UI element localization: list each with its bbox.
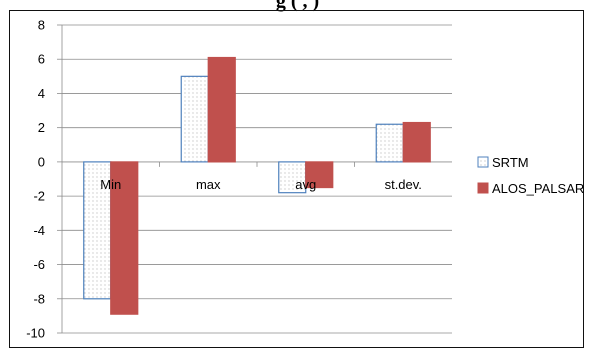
legend-label-alos-palsar: ALOS_PALSAR [492, 181, 584, 196]
srtm-bar-st-dev- [375, 123, 404, 163]
alos-palsar-bar-avg [305, 161, 334, 189]
y-tick-label: -2 [33, 189, 45, 204]
x-category-label: Min [100, 177, 121, 192]
x-axis-labels: Min max avg st.dev. [100, 177, 422, 192]
alos-palsar-bar-min [110, 161, 139, 315]
y-tick-label: 4 [38, 86, 45, 101]
y-tick-label: -4 [33, 223, 45, 238]
legend-label-srtm: SRTM [492, 155, 529, 170]
y-tick-label: 6 [38, 52, 45, 67]
x-category-label: max [196, 177, 221, 192]
y-tick-label: 8 [38, 18, 45, 33]
bars [83, 56, 431, 315]
alos-palsar-bar-st-dev- [402, 121, 431, 163]
y-tick-label: -8 [33, 291, 45, 306]
y-tick-label: 0 [38, 154, 45, 169]
alos-palsar-bar-max [207, 56, 236, 163]
legend-swatch-srtm [477, 156, 489, 168]
y-tick-label: 2 [38, 120, 45, 135]
legend: SRTM ALOS_PALSAR [477, 155, 584, 196]
y-tick-label: -6 [33, 257, 45, 272]
y-axis: 8 6 4 2 0 -2 -4 -6 -8 -10 [26, 18, 63, 341]
x-category-label: st.dev. [385, 177, 422, 192]
legend-swatch-alos-palsar [477, 182, 489, 194]
srtm-bar-max [180, 75, 209, 163]
chart-border [9, 10, 584, 348]
y-tick-label: -10 [26, 326, 45, 341]
x-category-label: avg [295, 177, 316, 192]
